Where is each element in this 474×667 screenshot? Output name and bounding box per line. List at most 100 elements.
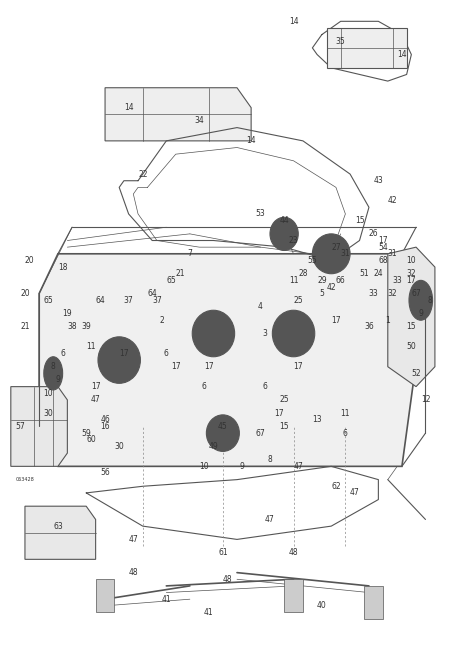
Text: 55: 55 [308,256,317,265]
Text: 32: 32 [388,289,397,298]
Text: 48: 48 [223,575,232,584]
Text: 13: 13 [312,416,322,424]
Text: 6: 6 [263,382,268,391]
Text: 4: 4 [258,302,263,311]
Text: 11: 11 [341,409,350,418]
Text: 18: 18 [58,263,67,271]
Ellipse shape [192,310,235,357]
Text: 41: 41 [204,608,214,617]
Bar [364,586,383,619]
Text: 27: 27 [331,243,341,251]
Text: 37: 37 [124,295,134,305]
Text: 17: 17 [171,362,181,372]
Text: 14: 14 [397,50,407,59]
Text: 43: 43 [374,176,383,185]
Ellipse shape [327,249,336,259]
Text: 7: 7 [187,249,192,258]
Polygon shape [105,88,251,141]
Text: 65: 65 [44,295,54,305]
Text: 30: 30 [114,442,124,451]
Text: 17: 17 [204,362,214,372]
Ellipse shape [219,429,227,437]
Ellipse shape [108,347,131,374]
Text: 51: 51 [359,269,369,278]
Text: 8: 8 [51,362,55,372]
Text: 49: 49 [209,442,219,451]
Text: 39: 39 [82,322,91,331]
Text: 30: 30 [44,409,54,418]
Text: 25: 25 [279,396,289,404]
Polygon shape [388,247,435,387]
Text: 38: 38 [67,322,77,331]
Ellipse shape [282,320,305,347]
Text: 10: 10 [44,389,53,398]
Text: 8: 8 [428,295,433,305]
Ellipse shape [98,337,140,384]
Text: 48: 48 [289,548,298,557]
Text: 67: 67 [255,429,265,438]
Text: 68: 68 [378,256,388,265]
Text: 20: 20 [20,289,30,298]
Text: 47: 47 [350,488,360,498]
Text: 47: 47 [91,396,100,404]
Text: 21: 21 [20,322,30,331]
Text: 67: 67 [411,289,421,298]
Ellipse shape [206,415,239,452]
Text: 60: 60 [86,436,96,444]
Text: 17: 17 [378,236,388,245]
Text: 11: 11 [289,276,298,285]
Text: 62: 62 [331,482,341,491]
Ellipse shape [312,234,350,273]
Text: 25: 25 [293,295,303,305]
Text: 64: 64 [95,295,105,305]
Text: 59: 59 [82,429,91,438]
Text: 45: 45 [218,422,228,431]
Ellipse shape [277,225,291,242]
Text: 16: 16 [100,422,110,431]
Text: 40: 40 [317,602,327,610]
Text: 6: 6 [343,429,348,438]
Text: 5: 5 [319,289,324,298]
Bar [284,579,303,612]
Text: 37: 37 [152,295,162,305]
Text: 48: 48 [128,568,138,577]
Ellipse shape [48,365,58,382]
Text: 11: 11 [86,342,96,352]
Text: 54: 54 [378,243,388,251]
Text: 10: 10 [407,256,416,265]
Text: 29: 29 [317,276,327,285]
Text: 19: 19 [63,309,72,318]
Text: 63: 63 [53,522,63,531]
Text: 57: 57 [15,422,25,431]
Text: 33: 33 [369,289,379,298]
Text: 20: 20 [25,256,35,265]
Text: 22: 22 [138,169,147,179]
Text: 44: 44 [279,216,289,225]
Text: 47: 47 [265,515,275,524]
Text: 42: 42 [388,196,397,205]
Ellipse shape [289,329,298,338]
Text: 36: 36 [364,322,374,331]
Ellipse shape [44,357,63,390]
Text: 6: 6 [201,382,207,391]
Text: 31: 31 [340,249,350,258]
Text: 33: 33 [392,276,402,285]
Text: 9: 9 [239,462,244,471]
Text: 12: 12 [421,396,430,404]
Text: 15: 15 [279,422,289,431]
Text: 66: 66 [336,276,346,285]
Polygon shape [25,506,96,560]
Text: 47: 47 [128,535,138,544]
Text: 42: 42 [327,283,336,291]
Ellipse shape [270,217,298,251]
Ellipse shape [201,320,225,347]
Text: 52: 52 [411,369,421,378]
Text: 14: 14 [124,103,134,112]
Ellipse shape [213,422,232,444]
Text: 8: 8 [268,455,273,464]
Text: 56: 56 [100,468,110,478]
Text: 47: 47 [293,462,303,471]
Text: 35: 35 [336,37,346,46]
Text: 2: 2 [159,315,164,325]
Text: 32: 32 [407,269,416,278]
